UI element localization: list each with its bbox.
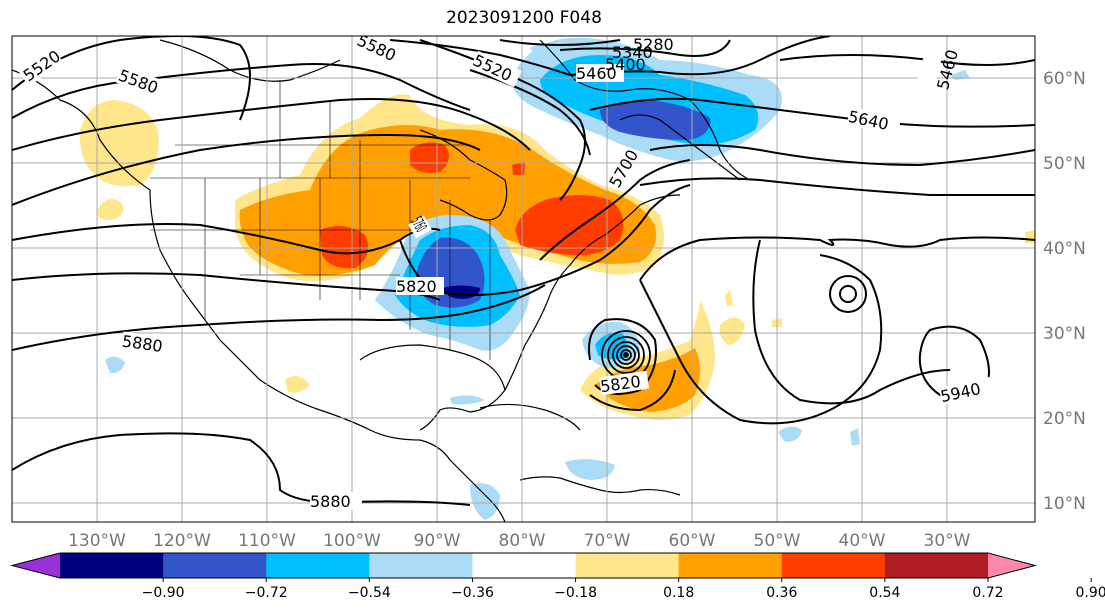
colorbar-swatch [60, 553, 164, 578]
coastline [539, 39, 751, 181]
lat-label: 40°N [1043, 239, 1086, 259]
lat-label: 10°N [1043, 494, 1086, 514]
anomaly-patch [450, 395, 485, 405]
anomaly-patch [285, 376, 310, 393]
colorbar-tick-label: −0.54 [348, 585, 391, 601]
coastline [479, 403, 581, 431]
contour-line [589, 97, 1035, 128]
contour-line [12, 98, 531, 151]
anomaly-patch [595, 332, 628, 360]
lon-label: 50°W [754, 531, 801, 551]
contour-line [12, 223, 441, 255]
lon-label: 80°W [499, 531, 546, 551]
anomaly-patch [778, 426, 802, 442]
anomaly-patch [320, 226, 369, 269]
contour-label: 5400 [605, 55, 646, 74]
contour-line [12, 63, 471, 119]
contour-line [12, 284, 546, 351]
lat-label: 20°N [1043, 409, 1086, 429]
colorbar-swatch [678, 553, 783, 578]
contour-line [499, 39, 621, 46]
colorbar-swatch [472, 553, 577, 578]
colorbar-swatch [575, 553, 680, 578]
longitude-labels: 130°W 120°W 110°W 100°W 90°W 80°W 70°W 6… [68, 531, 971, 551]
colorbar-tick-label: −0.18 [554, 585, 597, 601]
contour-line [639, 254, 883, 425]
lon-label: 90°W [414, 531, 461, 551]
coastline [504, 194, 681, 391]
lon-label: 100°W [323, 531, 381, 551]
lon-label: 110°W [238, 531, 296, 551]
contour-line [649, 144, 1035, 167]
coastline [519, 476, 681, 496]
anomaly-patch [850, 428, 860, 446]
contour-label: 5280 [633, 35, 674, 54]
anomaly-patch [470, 482, 500, 520]
colorbar: −0.90 −0.72 −0.54 −0.36 −0.18 0.18 0.36 0.54 0.7… [10, 552, 1105, 601]
map-frame [11, 35, 1036, 523]
lon-label: 120°W [153, 531, 211, 551]
map-title: 2023091200 F048 [446, 8, 602, 28]
coastlines [12, 39, 751, 522]
coastline [419, 129, 508, 221]
contour-line [559, 39, 731, 57]
anomaly-patch [105, 356, 125, 374]
contour-label: 5460 [576, 64, 617, 83]
coastline [12, 69, 506, 522]
graticule [12, 36, 1035, 522]
colorbar-swatch [781, 553, 886, 578]
colorbar-tick-label: 0.90 [1076, 585, 1105, 601]
contour-line [589, 369, 676, 412]
lon-label: 40°W [839, 531, 886, 551]
lon-label: 130°W [68, 531, 126, 551]
anomaly-patch [565, 459, 615, 480]
anomaly-patch [410, 142, 449, 173]
anomaly-patch [725, 290, 733, 307]
lon-label: 70°W [584, 531, 631, 551]
anomaly-patch [1025, 230, 1035, 243]
contour-label: 5880 [310, 492, 351, 511]
anomaly-patch [600, 100, 711, 140]
contour-label: 5820 [396, 277, 437, 296]
colorbar-swatch [369, 553, 473, 578]
contour-line [539, 159, 691, 261]
colorbar-tick-label: 0.72 [972, 585, 1003, 601]
lat-label: 60°N [1043, 69, 1086, 89]
anomaly-patch [719, 317, 745, 345]
lon-label: 30°W [924, 531, 971, 551]
coastline [159, 39, 341, 82]
contour-line [389, 39, 571, 76]
colorbar-tick-label: 0.54 [869, 585, 900, 601]
colorbar-extend-low [12, 553, 60, 578]
contour-line [639, 236, 1035, 281]
state-borders [150, 80, 491, 360]
latitude-labels: 60°N 50°N 40°N 30°N 20°N 10°N [1043, 69, 1086, 514]
lat-label: 30°N [1043, 324, 1086, 344]
contour-line [639, 177, 1035, 196]
colorbar-tick-label: −0.36 [451, 585, 494, 601]
colorbar-outline [10, 552, 1037, 579]
contour-line [12, 432, 471, 506]
lat-label: 50°N [1043, 154, 1086, 174]
colorbar-tick-label: 0.18 [663, 585, 694, 601]
anomaly-patch [530, 44, 560, 60]
contour-line [752, 239, 951, 405]
colorbar-swatch [163, 553, 267, 578]
colorbar-tick-label: −0.72 [245, 585, 288, 601]
height-contours [12, 36, 1035, 506]
colorbar-tick-label: −0.90 [142, 585, 185, 601]
contour-line [12, 133, 481, 206]
colorbar-extend-high [988, 553, 1035, 578]
anomaly-patch [96, 198, 124, 220]
colorbar-swatch [266, 553, 370, 578]
contour-ring [829, 275, 867, 313]
contour-line [588, 318, 657, 395]
lon-label: 60°W [669, 531, 716, 551]
contour-label: 5340 [612, 43, 653, 62]
colorbar-tick-label: 0.36 [766, 585, 797, 601]
coastline [619, 114, 741, 181]
contour-ring [839, 285, 857, 303]
colorbar-swatch [884, 553, 989, 578]
